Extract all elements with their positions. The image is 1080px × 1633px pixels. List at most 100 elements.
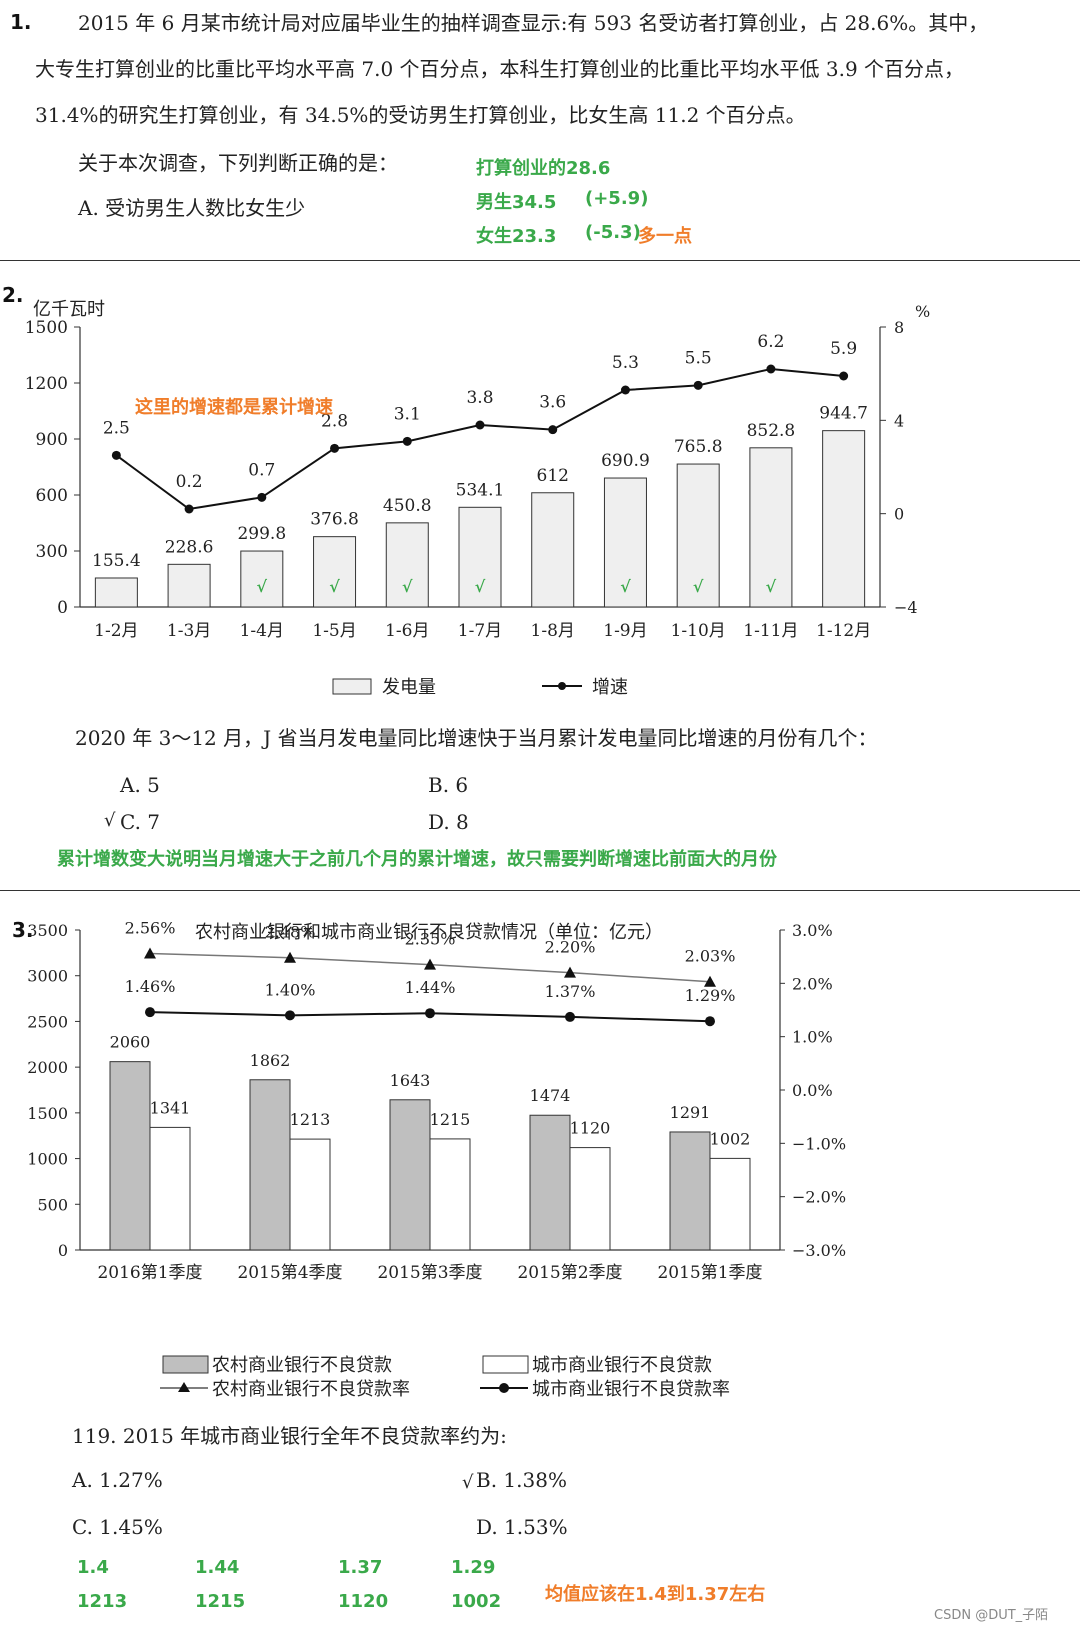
check-mark: √ — [402, 577, 413, 596]
option-a[interactable]: A. 5 — [120, 773, 160, 797]
bar-value-label: 228.6 — [165, 537, 214, 557]
y-tick-label: 300 — [36, 542, 68, 562]
bar-rural — [249, 1079, 291, 1251]
x-tick-label: 1-12月 — [816, 621, 871, 641]
y-tick-label: 900 — [36, 430, 68, 450]
growth-label: 5.5 — [685, 348, 712, 368]
growth-label: 2.5 — [103, 418, 130, 438]
question-number: 1. — [10, 10, 32, 34]
bar — [676, 463, 720, 608]
checkmark-icon: √ — [462, 1472, 474, 1493]
question-text: 2020 年 3～12 月，J 省当月发电量同比增速快于当月累计发电量同比增速的… — [75, 726, 878, 750]
x-tick-label: 1-3月 — [167, 621, 211, 641]
bar-urban — [429, 1138, 471, 1251]
check-mark: √ — [693, 577, 704, 596]
legend-label-rural: 农村商业银行不良贷款 — [212, 1355, 392, 1376]
bar-value-label: 1215 — [430, 1110, 471, 1129]
option-c[interactable]: C. 1.45% — [72, 1515, 163, 1539]
bar-value-label: 612 — [537, 466, 569, 486]
y2-tick-label: 2.0% — [792, 974, 833, 993]
note-rate: 1.37 — [338, 1557, 383, 1578]
rural-rate-label: 2.03% — [685, 947, 736, 966]
growth-label: 5.9 — [830, 339, 857, 359]
x-tick-label: 1-10月 — [671, 621, 726, 641]
bar-value-label: 944.7 — [819, 404, 868, 424]
bar-value-label: 1643 — [390, 1071, 431, 1090]
option-a[interactable]: A. 1.27% — [72, 1468, 163, 1492]
urban-rate-label: 1.29% — [685, 986, 736, 1005]
check-mark: √ — [766, 577, 777, 596]
growth-point — [620, 385, 630, 395]
urban-rate-label: 1.44% — [405, 978, 456, 997]
rural-rate-label: 2.20% — [545, 938, 596, 957]
bar — [822, 430, 866, 608]
option-a[interactable]: A. 受访男生人数比女生少 — [78, 196, 306, 220]
growth-label: 6.2 — [757, 332, 784, 352]
x-tick-label: 2015第3季度 — [377, 1263, 482, 1283]
x-tick-label: 1-4月 — [240, 621, 284, 641]
growth-label: 0.2 — [176, 472, 203, 492]
paragraph-line: 31.4%的研究生打算创业，有 34.5%的受访男生打算创业，比女生高 11.2… — [35, 103, 806, 127]
x-tick-label: 1-11月 — [743, 621, 798, 641]
bar-urban — [289, 1138, 331, 1251]
x-tick-label: 2016第1季度 — [97, 1263, 202, 1283]
note-rate: 1.4 — [77, 1557, 109, 1578]
y2-tick-label: −1.0% — [792, 1134, 846, 1153]
y2-tick-label: 1.0% — [792, 1028, 833, 1047]
legend-marker-triangle — [178, 1382, 190, 1392]
bar-value-label: 690.9 — [601, 451, 650, 471]
bar — [94, 577, 138, 608]
x-tick-label: 1-8月 — [531, 621, 575, 641]
growth-point — [475, 420, 485, 430]
growth-point — [766, 364, 776, 374]
explanation-note: 累计增数变大说明当月增速大于之前几个月的累计增速，故只需要判断增速比前面大的月份 — [57, 849, 777, 870]
legend-label-line: 增速 — [592, 677, 628, 698]
bar-value-label: 1002 — [710, 1129, 751, 1148]
note-female: 女生23.3 — [476, 226, 557, 247]
urban-rate-point — [425, 1008, 435, 1019]
divider — [0, 260, 1080, 261]
option-b[interactable]: B. 1.38% — [476, 1468, 567, 1492]
urban-rate-label: 1.40% — [265, 980, 316, 999]
power-generation-chart: 亿千瓦时 % 0 300 600 900 1200 1500 −4 0 4 8 1-2月 1-3月 1-… — [25, 299, 930, 698]
check-mark: √ — [475, 577, 486, 596]
urban-rate-point — [145, 1007, 155, 1018]
option-d[interactable]: D. 1.53% — [476, 1515, 568, 1539]
legend-marker — [558, 682, 566, 690]
question-text: 关于本次调查，下列判断正确的是： — [78, 151, 398, 175]
growth-point — [257, 492, 267, 502]
growth-point — [402, 436, 412, 446]
bar-value-label: 155.4 — [92, 551, 141, 571]
watermark: CSDN @DUT_子陌 — [934, 1608, 1049, 1623]
growth-point — [111, 450, 121, 460]
x-tick-label: 1-2月 — [94, 621, 138, 641]
y-tick-label: 1000 — [27, 1150, 68, 1169]
y-tick-label: 3500 — [27, 921, 68, 940]
bar — [458, 506, 502, 608]
bar-value-label: 450.8 — [383, 496, 432, 516]
y2-tick-label: −3.0% — [792, 1241, 846, 1260]
bar — [240, 550, 284, 608]
bar — [167, 563, 211, 608]
legend-label-urban-rate: 城市商业银行不良贷款率 — [532, 1379, 730, 1400]
bar-value-label: 852.8 — [747, 421, 796, 441]
bar-rural — [669, 1131, 711, 1251]
option-c[interactable]: C. 7 — [120, 810, 161, 834]
bar-value-label: 1291 — [670, 1103, 711, 1122]
option-b[interactable]: B. 6 — [428, 773, 469, 797]
legend-label-rural-rate: 农村商业银行不良贷款率 — [212, 1379, 410, 1400]
option-d[interactable]: D. 8 — [428, 810, 469, 834]
growth-point — [548, 425, 558, 435]
y-tick-label: 3000 — [27, 967, 68, 986]
bar-urban — [709, 1157, 751, 1251]
x-tick-label: 1-5月 — [312, 621, 356, 641]
y2-tick-label: 0 — [894, 505, 904, 524]
y-tick-label: 0 — [58, 1241, 68, 1260]
note-rate: 1.29 — [451, 1557, 496, 1578]
note-more: 多一点 — [638, 226, 692, 247]
y-tick-label: 2500 — [27, 1012, 68, 1031]
y-tick-label: 500 — [37, 1195, 68, 1214]
urban-rate-point — [285, 1010, 295, 1021]
legend-swatch-rural — [162, 1355, 209, 1374]
bar — [531, 492, 575, 608]
